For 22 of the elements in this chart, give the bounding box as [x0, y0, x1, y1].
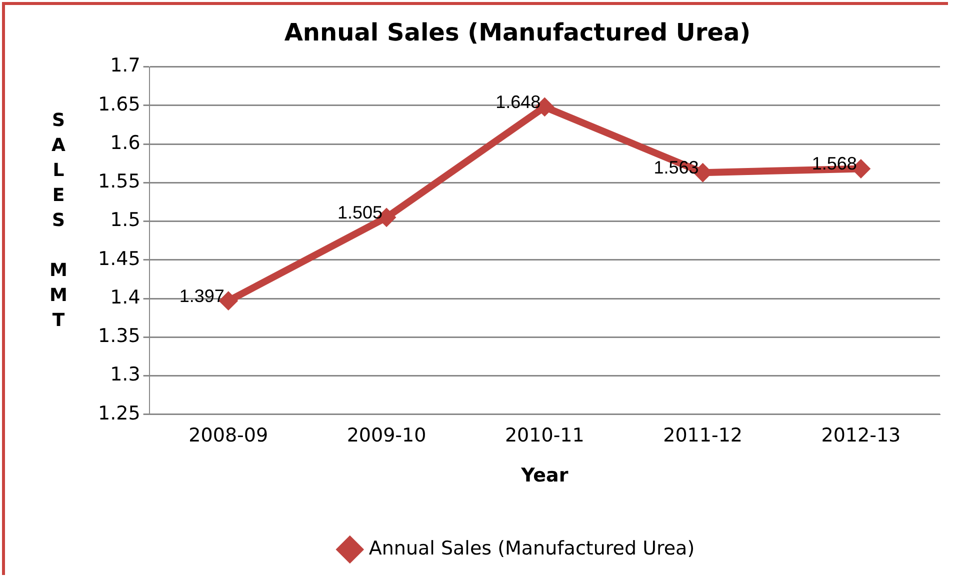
y-tick-label: 1.3 — [110, 364, 140, 386]
y-tick-label: 1.25 — [98, 402, 140, 424]
x-tick-label: 2011-12 — [663, 424, 742, 447]
x-tick-label: 2012-13 — [821, 424, 901, 447]
data-label: 1.648 — [496, 92, 541, 112]
y-tick-label: 1.4 — [110, 286, 140, 308]
x-axis-title: Year — [520, 464, 569, 487]
legend-label: Annual Sales (Manufactured Urea) — [368, 537, 695, 560]
y-tick-label: 1.35 — [98, 325, 140, 348]
data-label: 1.505 — [337, 202, 383, 222]
y-tick-label: 1.6 — [110, 132, 140, 154]
x-tick-label: 2009-10 — [346, 424, 426, 447]
x-tick-label: 2010-11 — [504, 424, 584, 447]
y-tick-label: 1.7 — [110, 54, 140, 77]
data-label: 1.397 — [179, 286, 224, 306]
y-tick-label: 1.5 — [110, 209, 140, 232]
y-tick-label: 1.65 — [98, 93, 140, 116]
y-tick-label: 1.55 — [98, 170, 140, 193]
x-tick-label: 2008-09 — [188, 424, 268, 447]
chart-title: Annual Sales (Manufactured Urea) — [284, 18, 751, 47]
y-tick-label: 1.45 — [98, 248, 140, 270]
y-axis-title: SALES MMT — [48, 110, 69, 337]
